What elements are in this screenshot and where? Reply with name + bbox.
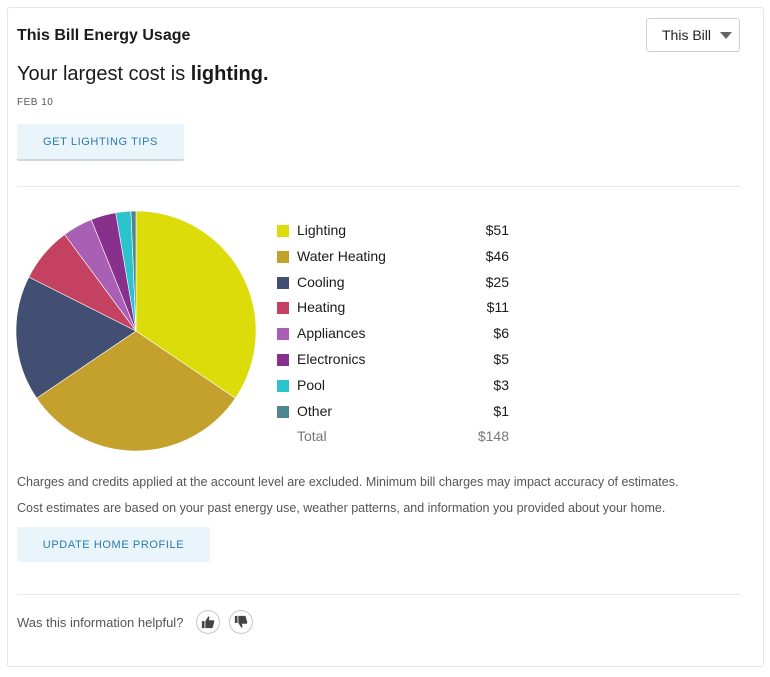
legend-item-pool: Pool $3 bbox=[277, 377, 517, 403]
headline-prefix: Your largest cost is bbox=[17, 63, 191, 85]
legend-label: Cooling bbox=[297, 273, 345, 290]
feedback-question: Was this information helpful? bbox=[17, 615, 184, 630]
legend-value: $1 bbox=[493, 402, 509, 419]
pie-slice-other[interactable] bbox=[130, 210, 137, 332]
legend-swatch bbox=[277, 379, 289, 392]
legend-label: Other bbox=[297, 402, 333, 419]
legend-value: $11 bbox=[486, 299, 509, 316]
estimate-note: Cost estimates are based on your past en… bbox=[17, 501, 666, 515]
legend-value: $51 bbox=[485, 222, 509, 238]
largest-cost-headline: Your largest cost is lighting. bbox=[17, 63, 269, 86]
legend-value: $3 bbox=[493, 376, 509, 393]
divider bbox=[17, 186, 741, 187]
headline-category: lighting. bbox=[190, 63, 269, 85]
legend-swatch bbox=[277, 276, 289, 289]
legend-item-electronics: Electronics $5 bbox=[277, 351, 517, 377]
total-value: $148 bbox=[477, 428, 509, 445]
legend-item-heating: Heating $11 bbox=[277, 299, 517, 325]
legend-label: Pool bbox=[297, 376, 326, 393]
legend-value: $25 bbox=[485, 273, 509, 290]
period-dropdown-value: This Bill bbox=[662, 27, 712, 43]
card-title: This Bill Energy Usage bbox=[17, 27, 191, 44]
update-home-profile-button[interactable]: UPDATE HOME PROFILE bbox=[17, 527, 210, 562]
energy-pie-chart bbox=[15, 210, 257, 452]
legend-total: Total $148 bbox=[277, 428, 517, 454]
legend-swatch bbox=[277, 302, 289, 315]
legend-label: Appliances bbox=[297, 325, 366, 342]
caret-down-icon bbox=[720, 31, 733, 39]
legend-value: $46 bbox=[485, 247, 509, 264]
total-label: Total bbox=[297, 428, 327, 445]
legend-value: $6 bbox=[493, 325, 509, 342]
divider bbox=[17, 594, 741, 595]
legend-swatch bbox=[277, 250, 289, 263]
disclaimer-note: Charges and credits applied at the accou… bbox=[17, 475, 679, 489]
bill-date: FEB 10 bbox=[17, 97, 54, 108]
pie-slice-cooling[interactable] bbox=[15, 276, 137, 399]
legend-label: Heating bbox=[297, 299, 346, 316]
legend-item-appliances: Appliances $6 bbox=[277, 325, 517, 351]
legend-label: Electronics bbox=[297, 350, 366, 367]
legend-label: Lighting bbox=[297, 222, 347, 238]
thumbs-up-button[interactable] bbox=[196, 610, 220, 634]
thumbs-up-icon bbox=[201, 616, 215, 629]
legend-swatch bbox=[277, 353, 289, 366]
legend-value: $5 bbox=[493, 350, 509, 367]
legend-swatch bbox=[277, 225, 289, 237]
period-dropdown[interactable]: This Bill bbox=[646, 18, 740, 52]
pie-slice-lighting[interactable] bbox=[135, 210, 257, 399]
thumbs-down-button[interactable] bbox=[229, 610, 253, 634]
get-lighting-tips-button[interactable]: GET LIGHTING TIPS bbox=[17, 124, 184, 159]
pie-slice-water-heating[interactable] bbox=[36, 330, 236, 452]
thumbs-down-icon bbox=[234, 615, 248, 628]
legend-item-cooling: Cooling $25 bbox=[277, 274, 517, 300]
legend-swatch bbox=[277, 328, 289, 341]
legend-item-water-heating: Water Heating $46 bbox=[277, 248, 517, 274]
legend-item-other: Other $1 bbox=[277, 403, 517, 429]
chart-legend: Lighting $51 Water Heating $46 Cooling $… bbox=[277, 222, 517, 454]
legend-swatch bbox=[277, 405, 289, 418]
legend-label: Water Heating bbox=[297, 247, 386, 264]
legend-item-lighting: Lighting $51 bbox=[277, 222, 517, 248]
